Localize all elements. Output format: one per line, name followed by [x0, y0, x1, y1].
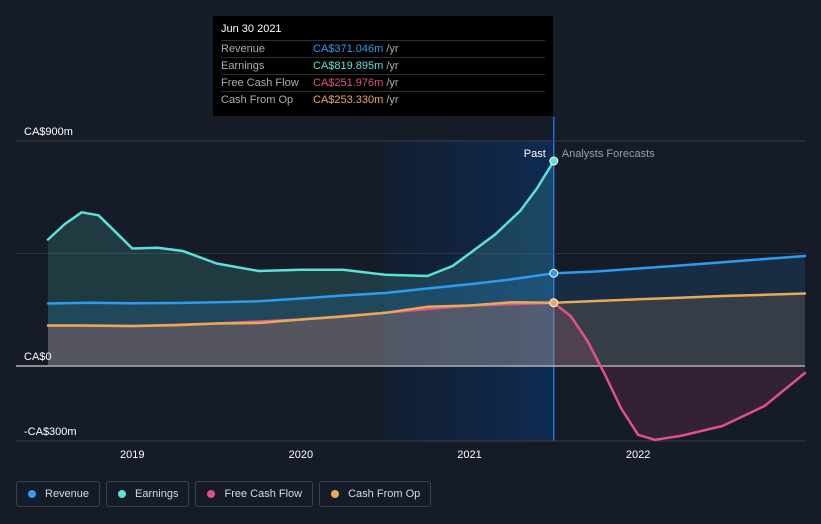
series-lines	[46, 159, 807, 442]
x-tick-label: 2022	[626, 449, 650, 461]
legend-dot-icon	[28, 490, 36, 498]
tooltip-unit: /yr	[386, 77, 399, 89]
area-free-cash-flow	[48, 303, 805, 440]
legend-dot-icon	[331, 490, 340, 498]
line-cash-from-op	[46, 292, 807, 328]
legend-dot-icon	[118, 490, 127, 498]
past-label: Past	[524, 148, 546, 160]
legend-label: Cash From Op	[348, 488, 421, 500]
legend-dot-icon	[207, 490, 216, 498]
chart-legend: Revenue Earnings Free Cash Flow Cash Fro…	[16, 481, 432, 509]
y-tick-label: CA$900m	[24, 126, 73, 138]
tooltip-value: CA$819.895m	[313, 60, 384, 72]
series-markers	[549, 156, 559, 308]
tooltip-row-free-cash-flow: Free Cash Flow CA$251.976m /yr	[221, 75, 545, 92]
tooltip-date: Jun 30 2021	[221, 23, 545, 41]
x-tick-label: 2021	[457, 449, 481, 461]
line-revenue	[46, 254, 807, 305]
tooltip-row-cash-from-op: Cash From Op CA$253.330m /yr	[221, 92, 545, 108]
tooltip-value: CA$251.976m	[313, 77, 384, 89]
y-tick-label: -CA$300m	[24, 426, 77, 438]
axis-labels: CA$900m CA$0 -CA$300m 2019 2020 2021 2022 Past A…	[24, 126, 655, 461]
legend-item-free-cash-flow[interactable]: Free Cash Flow	[195, 481, 314, 507]
tooltip-label: Cash From Op	[221, 94, 294, 106]
legend-item-cash-from-op[interactable]: Cash From Op	[319, 481, 432, 507]
tooltip-value: CA$253.330m	[313, 94, 384, 106]
legend-label: Revenue	[45, 488, 90, 500]
legend-item-revenue[interactable]: Revenue	[16, 481, 101, 507]
tooltip-label: Earnings	[221, 60, 265, 72]
x-tick-label: 2019	[120, 449, 144, 461]
area-earnings	[48, 161, 554, 366]
tooltip-label: Free Cash Flow	[221, 77, 299, 89]
tooltip-unit: /yr	[386, 43, 399, 55]
area-cash-from-op	[48, 293, 805, 366]
legend-label: Earnings	[135, 488, 179, 500]
y-tick-label: CA$0	[24, 351, 52, 363]
tooltip-unit: /yr	[386, 94, 399, 106]
x-tick-label: 2020	[289, 449, 313, 461]
marker-revenue	[549, 268, 559, 278]
tooltip-row-revenue: Revenue CA$371.046m /yr	[221, 41, 545, 58]
tooltip-label: Revenue	[221, 43, 266, 55]
marker-cash-from-op	[549, 298, 559, 308]
tooltip-unit: /yr	[386, 60, 399, 72]
tooltip-value: CA$371.046m	[313, 43, 384, 55]
grid-lines	[16, 140, 805, 442]
marker-earnings	[549, 156, 559, 166]
data-tooltip: Jun 30 2021 Revenue CA$371.046m /yr Earn…	[213, 16, 553, 116]
legend-label: Free Cash Flow	[224, 488, 303, 500]
forecast-label: Analysts Forecasts	[562, 148, 655, 160]
legend-item-earnings[interactable]: Earnings	[106, 481, 190, 507]
series-areas	[48, 161, 805, 440]
tooltip-row-earnings: Earnings CA$819.895m /yr	[221, 58, 545, 75]
line-earnings	[46, 159, 556, 278]
area-revenue	[48, 256, 805, 366]
